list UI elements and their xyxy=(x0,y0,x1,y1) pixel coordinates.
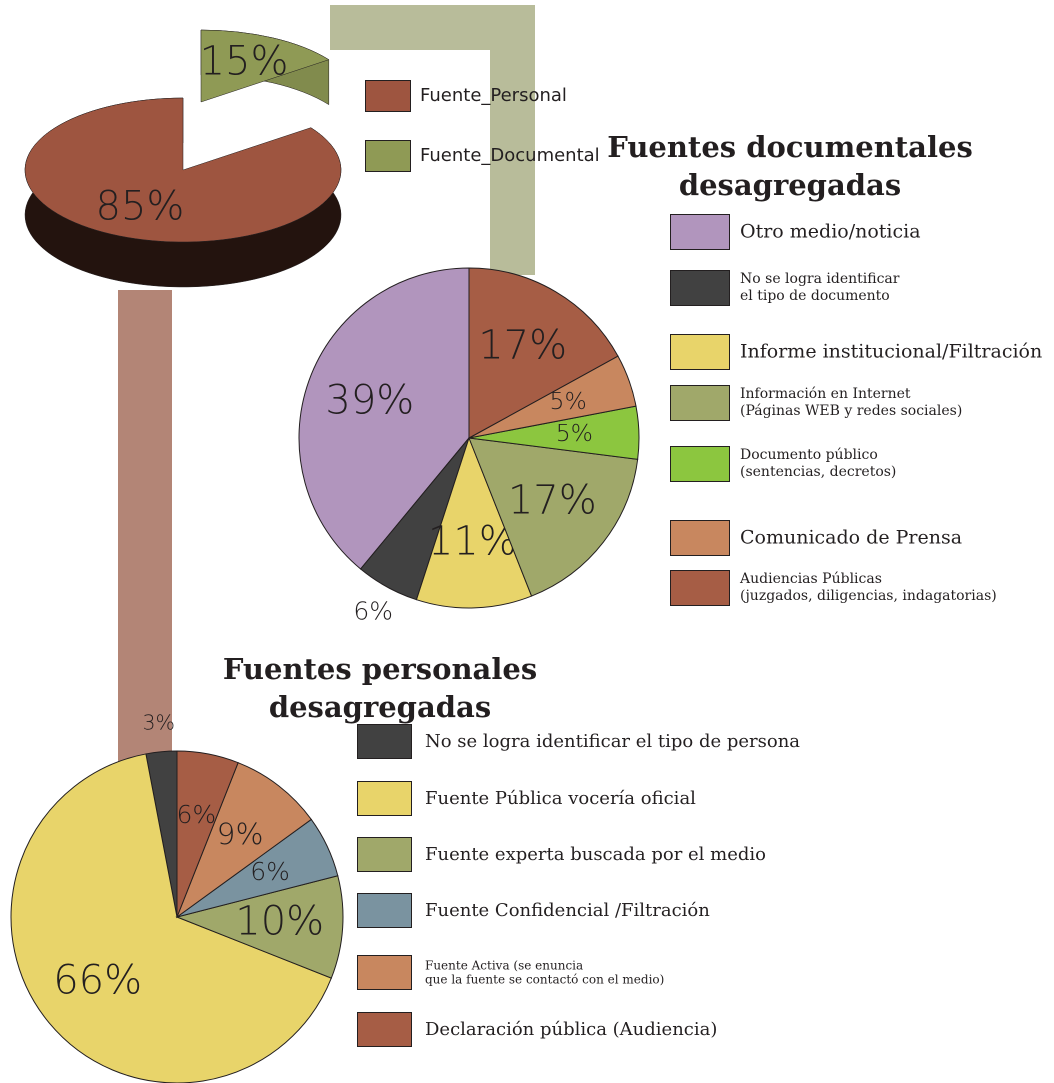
pie-slice xyxy=(10,753,332,1083)
connector-band xyxy=(118,290,172,765)
legend-label: Declaración pública (Audiencia) xyxy=(425,1018,718,1040)
pie-slice xyxy=(24,97,342,243)
legend-label: Otro medio/noticia xyxy=(740,220,921,243)
value-label: 3% xyxy=(142,711,175,735)
value-label: 11% xyxy=(428,518,517,564)
value-label: 10% xyxy=(235,898,324,944)
pie-slice xyxy=(200,29,330,103)
legend-swatch xyxy=(357,893,412,928)
legend-label: Fuente Activa (se enuncia que la fuente … xyxy=(425,958,665,987)
legend-swatch xyxy=(357,781,412,816)
legend-swatch xyxy=(357,1012,412,1047)
legend-swatch xyxy=(357,837,412,872)
legend-swatch xyxy=(670,214,730,250)
legend-swatch xyxy=(670,334,730,370)
legend-swatch xyxy=(357,955,412,990)
pie-slice xyxy=(468,267,619,439)
pie-slice xyxy=(176,750,239,918)
legend-swatch xyxy=(670,385,730,421)
legend-swatch xyxy=(670,520,730,556)
pie-slice xyxy=(175,762,312,919)
pie-slice xyxy=(298,267,470,570)
value-label: 6% xyxy=(176,800,216,829)
legend-label: Fuente_Documental xyxy=(420,145,600,167)
legend-label: Comunicado de Prensa xyxy=(740,526,963,549)
pie-slice xyxy=(175,875,344,979)
legend-label: No se logra identificar el tipo de docum… xyxy=(740,271,900,304)
legend-swatch xyxy=(670,270,730,306)
value-label: 17% xyxy=(478,322,567,368)
legend-label: Fuente experta buscada por el medio xyxy=(425,843,766,865)
legend-swatch xyxy=(357,724,412,759)
value-label: 66% xyxy=(53,958,142,1004)
pie-slice xyxy=(468,437,639,597)
value-label: 6% xyxy=(250,857,290,886)
legend-label: Fuente Pública vocería oficial xyxy=(425,787,696,809)
value-label: 39% xyxy=(325,377,414,423)
legend-label: Fuente Confidencial /Filtración xyxy=(425,899,710,921)
legend-label: Documento público (sentencias, decretos) xyxy=(740,447,897,480)
value-label: 85% xyxy=(96,183,185,229)
legend-label: No se logra identificar el tipo de perso… xyxy=(425,730,801,752)
legend-label: Fuente_Personal xyxy=(420,85,567,107)
connector-band xyxy=(330,5,535,275)
chart-title: Fuentes documentales desagregadas xyxy=(607,130,973,202)
legend-label: Información en Internet (Páginas WEB y r… xyxy=(740,386,963,419)
legend-swatch xyxy=(365,80,411,112)
legend-swatch xyxy=(670,446,730,482)
value-label: 6% xyxy=(353,596,393,625)
value-label: 15% xyxy=(200,39,289,85)
value-label: 5% xyxy=(550,387,587,415)
legend-swatch xyxy=(670,570,730,606)
legend-label: Informe institucional/Filtración xyxy=(740,340,1043,363)
value-label: 17% xyxy=(508,478,597,524)
legend-swatch xyxy=(365,140,411,172)
value-label: 5% xyxy=(556,419,593,447)
value-label: 9% xyxy=(217,817,264,851)
legend-label: Audiencias Públicas (juzgados, diligenci… xyxy=(740,571,997,604)
chart-title: Fuentes personales desagregadas xyxy=(222,652,538,724)
pie-slice xyxy=(415,436,533,609)
